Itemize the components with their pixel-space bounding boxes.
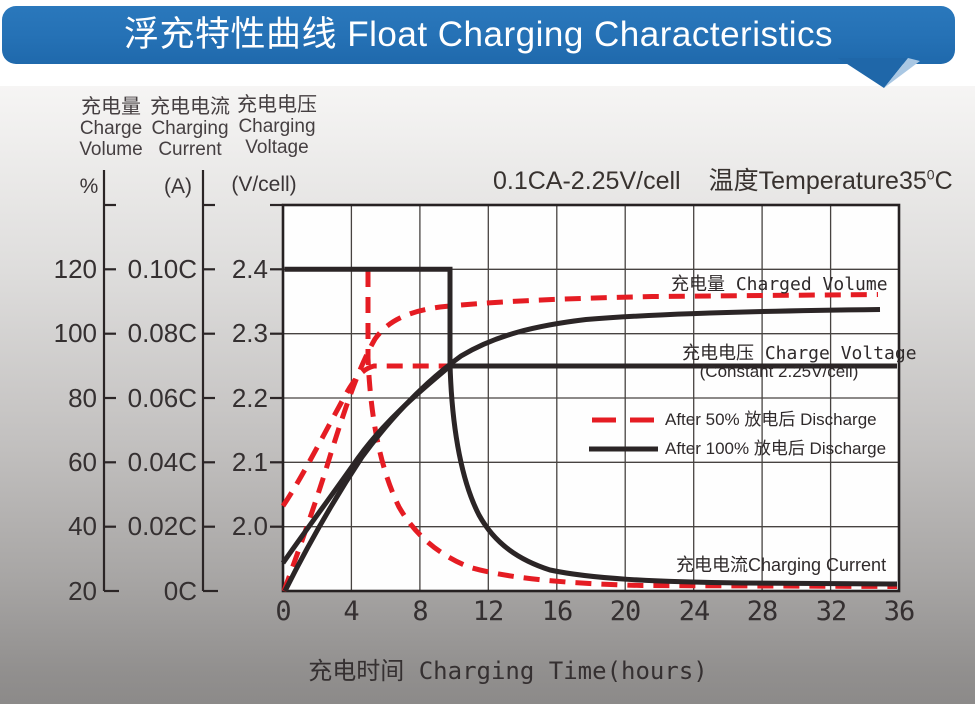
charging-voltage-title-cn: 充电电压 (237, 94, 317, 116)
percent-tick: 20 (68, 576, 97, 606)
charge-voltage-sub-label: (Constant 2.25V/cell) (699, 362, 859, 381)
current-tick: 0C (163, 576, 197, 606)
x-tick: 20 (609, 596, 642, 627)
charge-volume-title-en1: Charge (79, 118, 143, 139)
chart-condition-annotation: 0.1CA-2.25V/cell 温度Temperature350C (493, 161, 953, 197)
x-tick: 8 (412, 596, 428, 627)
charging-current-curve-label: 充电电流Charging Current (676, 555, 887, 575)
legend-item-50pct: After 50% 放电后 Discharge (665, 410, 877, 429)
voltage-tick: 2.0 (231, 511, 268, 541)
x-axis-title: 充电时间 Charging Time(hours) (308, 657, 708, 685)
curves-100pct-discharge (280, 266, 898, 593)
charged-volume-curve-label: 充电量 Charged Volume (671, 274, 888, 295)
charging-current-title-en2: Current (158, 139, 222, 160)
x-tick: 12 (472, 596, 505, 627)
voltage-axis-ticks (270, 203, 283, 528)
percent-tick: 40 (68, 511, 97, 541)
charge-volume-title-cn: 充电量 (81, 96, 141, 118)
x-tick: 0 (275, 596, 291, 627)
temperature-degree-sup: 0 (926, 166, 935, 183)
charging-voltage-title-en1: Charging (238, 116, 316, 137)
curve-charge-voltage-50pct (280, 363, 452, 508)
x-tick: 36 (883, 596, 916, 627)
current-tick: 0.02C (127, 511, 197, 541)
voltage-tick: 2.2 (231, 383, 268, 413)
temperature-text: 温度Temperature35 (708, 167, 927, 195)
voltage-unit-label: (V/cell) (231, 173, 297, 196)
voltage-tick: 2.4 (231, 254, 268, 284)
current-tick: 0.06C (127, 383, 197, 413)
banner-tail-highlight (884, 58, 920, 88)
temperature-unit: C (934, 167, 953, 195)
page-title: 浮充特性曲线 Float Charging Characteristics (124, 15, 833, 54)
charging-current-title-en1: Charging (151, 118, 229, 139)
curve-charge-voltage-100pct (280, 363, 897, 565)
voltage-tick: 2.3 (231, 318, 268, 348)
charging-voltage-axis-header: 充电电压 Charging Voltage (225, 94, 329, 158)
charge-volume-title-en2: Volume (79, 139, 143, 160)
charge-volume-axis-header: 充电量 Charge Volume (59, 96, 163, 160)
x-tick: 4 (343, 596, 359, 627)
current-unit-label: (A) (164, 175, 192, 198)
x-tick: 28 (746, 596, 779, 627)
plot-grid (283, 205, 899, 591)
banner-tail-shape (838, 58, 908, 88)
percent-axis-line (102, 170, 119, 593)
condition-text: 0.1CA-2.25V/cell (493, 167, 681, 195)
percent-tick: 80 (68, 383, 97, 413)
current-tick: 0.08C (127, 318, 197, 348)
curve-charged-volume-100pct (282, 307, 881, 593)
curve-charged-volume-50pct (281, 292, 879, 592)
charging-current-title-cn: 充电电流 (150, 96, 230, 118)
current-tick: 0.10C (127, 254, 197, 284)
x-tick: 24 (678, 596, 711, 627)
percent-tick: 60 (68, 447, 97, 477)
legend-item-100pct: After 100% 放电后 Discharge (665, 439, 887, 458)
current-tick: 0.04C (127, 447, 197, 477)
banner-tail (838, 58, 920, 88)
percent-unit-label: % (79, 175, 99, 198)
charging-voltage-title-en2: Voltage (245, 137, 309, 158)
charging-current-axis-header: 充电电流 Charging Current (138, 96, 242, 160)
header-banner: 浮充特性曲线 Float Charging Characteristics (2, 6, 955, 64)
voltage-tick: 2.1 (231, 447, 268, 477)
percent-tick: 100 (53, 318, 97, 348)
percent-tick: 120 (53, 254, 97, 284)
x-tick: 32 (815, 596, 848, 627)
x-tick: 16 (541, 596, 574, 627)
charge-voltage-curve-label: 充电电压 Charge Voltage (682, 343, 917, 364)
curve-charging-current-100pct (284, 266, 898, 587)
current-axis-line (201, 170, 218, 593)
